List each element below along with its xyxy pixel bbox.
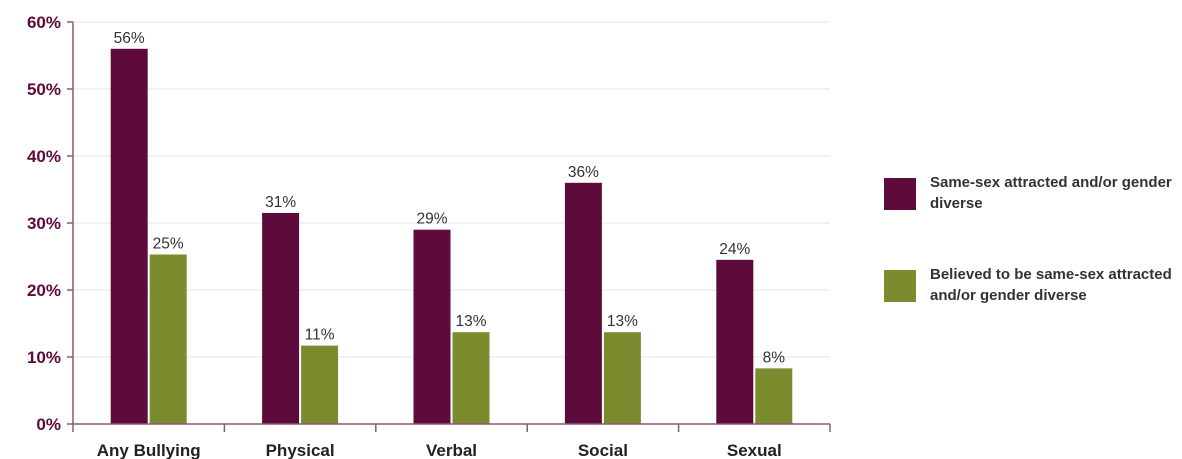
data-label: 13% <box>455 313 486 330</box>
axes <box>67 21 831 432</box>
legend-item-series-1: Same-sex attracted and/or gender diverse <box>884 172 1180 216</box>
y-tick-label: 50% <box>27 80 61 99</box>
bar-series-2 <box>452 332 490 424</box>
legend-label-series-2: Believed to be same-sex attracted and/or… <box>930 266 1172 304</box>
bar-series-1 <box>110 48 148 425</box>
data-label: 24% <box>719 241 750 258</box>
x-tick-label: Sexual <box>727 441 782 459</box>
y-tick-label: 0% <box>36 415 61 434</box>
bar-series-2 <box>603 332 641 424</box>
x-tick-label: Verbal <box>426 441 477 459</box>
y-axis-ticks: 0% 10% 20% 30% 40% 50% 60% <box>27 13 61 434</box>
data-labels: 56% 25% 31% 11% 29% 13% 36% 13% 24% 8% <box>114 30 786 367</box>
x-tick-label: Social <box>578 441 628 459</box>
data-label: 13% <box>607 313 638 330</box>
bar-series-2 <box>149 254 187 424</box>
x-tick-label: Any Bullying <box>97 441 201 459</box>
bars <box>110 48 793 425</box>
data-label: 8% <box>763 349 786 366</box>
legend-swatch-series-2 <box>884 270 916 302</box>
bar-series-1 <box>564 182 602 424</box>
y-tick-label: 30% <box>27 214 61 233</box>
y-tick-label: 20% <box>27 281 61 300</box>
x-axis-ticks: Any Bullying Physical Verbal Social Sexual <box>97 441 782 459</box>
data-label: 56% <box>114 30 145 47</box>
legend: Same-sex attracted and/or gender diverse… <box>884 172 1180 356</box>
y-tick-label: 60% <box>27 13 61 32</box>
bar-series-2 <box>755 368 793 424</box>
bar-series-1 <box>413 229 451 424</box>
gridlines <box>73 21 830 358</box>
y-tick-label: 10% <box>27 348 61 367</box>
data-label: 36% <box>568 164 599 181</box>
x-tick-label: Physical <box>266 441 335 459</box>
bar-series-1 <box>262 212 300 424</box>
bar-series-2 <box>301 345 339 424</box>
legend-item-series-2: Believed to be same-sex attracted and/or… <box>884 264 1180 308</box>
y-tick-label: 40% <box>27 147 61 166</box>
data-label: 25% <box>153 235 184 252</box>
data-label: 29% <box>416 211 447 228</box>
data-label: 31% <box>265 194 296 211</box>
legend-label-series-1: Same-sex attracted and/or gender diverse <box>930 174 1172 212</box>
bar-series-1 <box>716 259 754 424</box>
data-label: 11% <box>305 327 335 344</box>
legend-swatch-series-1 <box>884 178 916 210</box>
